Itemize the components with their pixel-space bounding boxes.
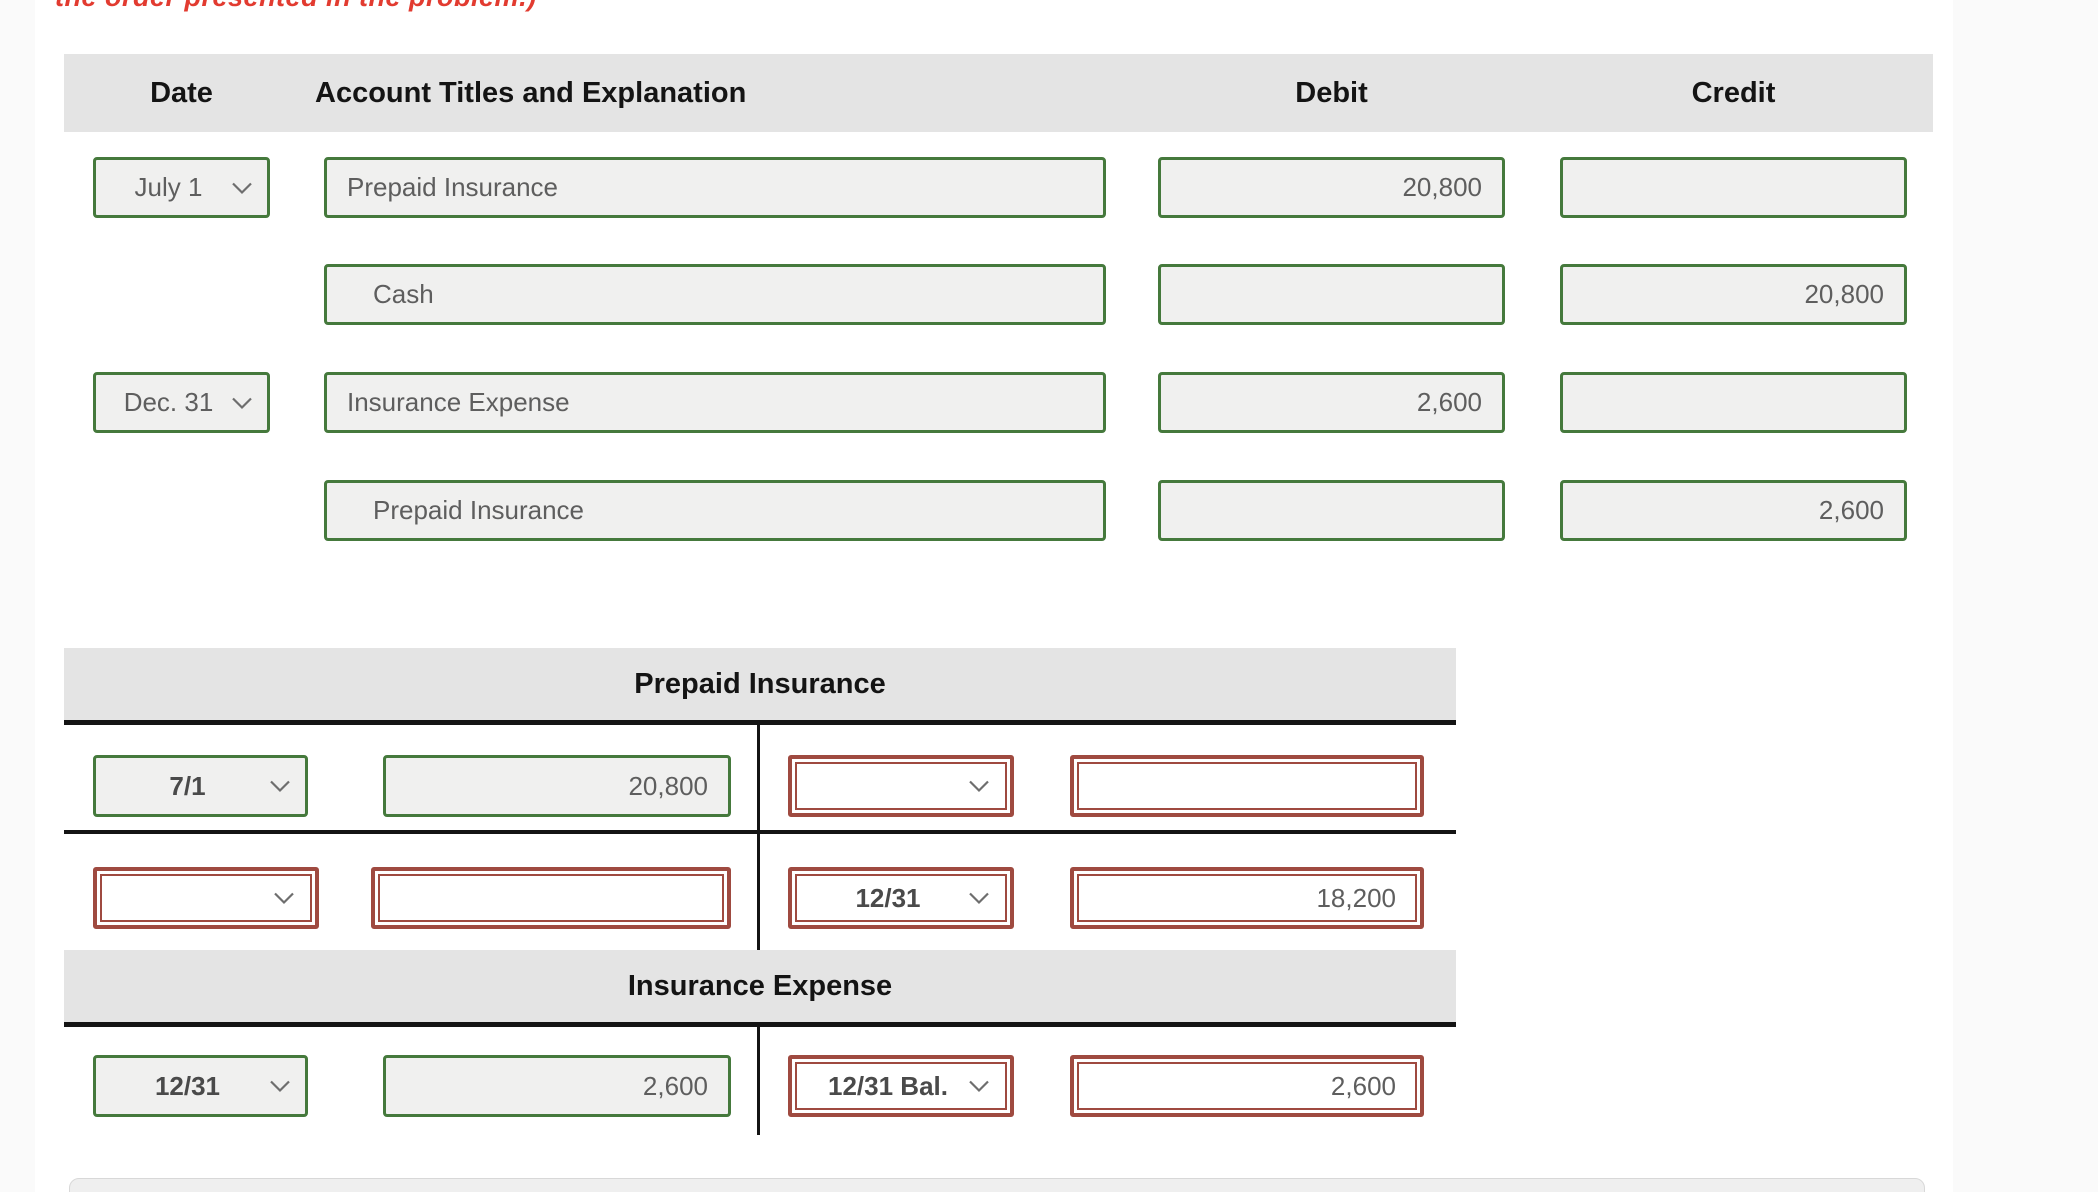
journal-row: July 1 Prepaid Insurance 20,800 [0, 157, 2098, 218]
instruction-note-text: the order presented in the problem.) [55, 0, 537, 13]
t-debit-date-value: 12/31 [154, 1070, 221, 1101]
account-title-input[interactable]: Prepaid Insurance [324, 480, 1106, 541]
t-account-vertical-divider [757, 725, 760, 950]
header-account-label: Account Titles and Explanation [315, 76, 747, 109]
t-credit-amount-input[interactable]: 2,600 [1070, 1055, 1424, 1117]
debit-input[interactable] [1158, 480, 1505, 541]
t-account-row: 12/31 18,200 [0, 867, 2098, 929]
t-credit-date-value: 12/31 [855, 882, 921, 913]
t-credit-date-select[interactable]: 12/31 Bal. [788, 1055, 1014, 1117]
t-credit-amount-input[interactable] [1070, 755, 1424, 817]
date-select-value: Dec. 31 [123, 387, 214, 417]
t-account-row: 7/1 20,800 [0, 755, 2098, 817]
journal-row: Cash 20,800 [0, 264, 2098, 325]
account-title-input[interactable]: Cash [324, 264, 1106, 325]
chevron-down-icon [231, 181, 253, 194]
t-debit-amount-value: 20,800 [628, 770, 708, 801]
t-account-row: 12/31 2,600 12/31 Bal. 2,600 [0, 1055, 2098, 1117]
credit-value: 2,600 [1818, 495, 1884, 525]
chevron-down-icon [273, 892, 295, 905]
account-title-input[interactable]: Insurance Expense [324, 372, 1106, 433]
debit-input[interactable]: 2,600 [1158, 372, 1505, 433]
t-debit-amount-value: 2,600 [642, 1070, 708, 1101]
t-debit-date-select[interactable]: 12/31 [93, 1055, 308, 1117]
debit-input[interactable] [1158, 264, 1505, 325]
debit-input[interactable]: 20,800 [1158, 157, 1505, 218]
date-select-value: July 1 [134, 172, 203, 202]
journal-row: Dec. 31 Insurance Expense 2,600 [0, 372, 2098, 433]
t-credit-amount-value: 18,200 [1316, 882, 1396, 913]
account-title-input[interactable]: Prepaid Insurance [324, 157, 1106, 218]
t-debit-amount-input[interactable] [371, 867, 731, 929]
date-select[interactable]: Dec. 31 [93, 372, 270, 433]
t-account-row-rule [64, 830, 1456, 834]
credit-input[interactable] [1560, 157, 1907, 218]
account-title-value: Prepaid Insurance [373, 495, 585, 525]
account-title-value: Prepaid Insurance [347, 172, 559, 202]
credit-value: 20,800 [1804, 279, 1884, 309]
t-debit-amount-input[interactable]: 2,600 [383, 1055, 731, 1117]
t-account-vertical-divider [757, 1027, 760, 1135]
t-credit-amount-input[interactable]: 18,200 [1070, 867, 1424, 929]
account-title-value: Insurance Expense [347, 387, 570, 417]
t-credit-amount-value: 2,600 [1330, 1070, 1396, 1101]
t-credit-date-select[interactable]: 12/31 [788, 867, 1014, 929]
chevron-down-icon [968, 892, 990, 905]
header-debit-label: Debit [1295, 76, 1368, 109]
journal-row: Prepaid Insurance 2,600 [0, 480, 2098, 541]
t-debit-date-select[interactable]: 7/1 [93, 755, 308, 817]
credit-input[interactable] [1560, 372, 1907, 433]
t-credit-date-value: 12/31 Bal. [828, 1070, 948, 1101]
t-account-title: Prepaid Insurance [634, 667, 886, 700]
chevron-down-icon [231, 396, 253, 409]
t-account-top-rule [64, 1022, 1456, 1027]
account-title-value: Cash [373, 279, 434, 309]
chevron-down-icon [269, 1080, 291, 1093]
credit-input[interactable]: 20,800 [1560, 264, 1907, 325]
t-debit-date-select[interactable] [93, 867, 319, 929]
instruction-note: the order presented in the problem.) [55, 0, 695, 15]
journal-header-band: Date Account Titles and Explanation Debi… [64, 54, 1933, 132]
t-debit-date-value: 7/1 [169, 770, 206, 801]
t-credit-date-select[interactable] [788, 755, 1014, 817]
chevron-down-icon [968, 1080, 990, 1093]
next-panel-top-edge [69, 1178, 1925, 1192]
t-debit-amount-input[interactable]: 20,800 [383, 755, 731, 817]
t-account-header-band: Insurance Expense [64, 950, 1456, 1022]
debit-value: 20,800 [1402, 172, 1482, 202]
chevron-down-icon [968, 780, 990, 793]
header-date-label: Date [150, 76, 213, 109]
credit-input[interactable]: 2,600 [1560, 480, 1907, 541]
debit-value: 2,600 [1416, 387, 1482, 417]
header-credit-label: Credit [1691, 76, 1776, 109]
date-select[interactable]: July 1 [93, 157, 270, 218]
t-account-title: Insurance Expense [627, 969, 893, 1002]
t-account-header-band: Prepaid Insurance [64, 648, 1456, 720]
t-account-top-rule [64, 720, 1456, 725]
chevron-down-icon [269, 780, 291, 793]
